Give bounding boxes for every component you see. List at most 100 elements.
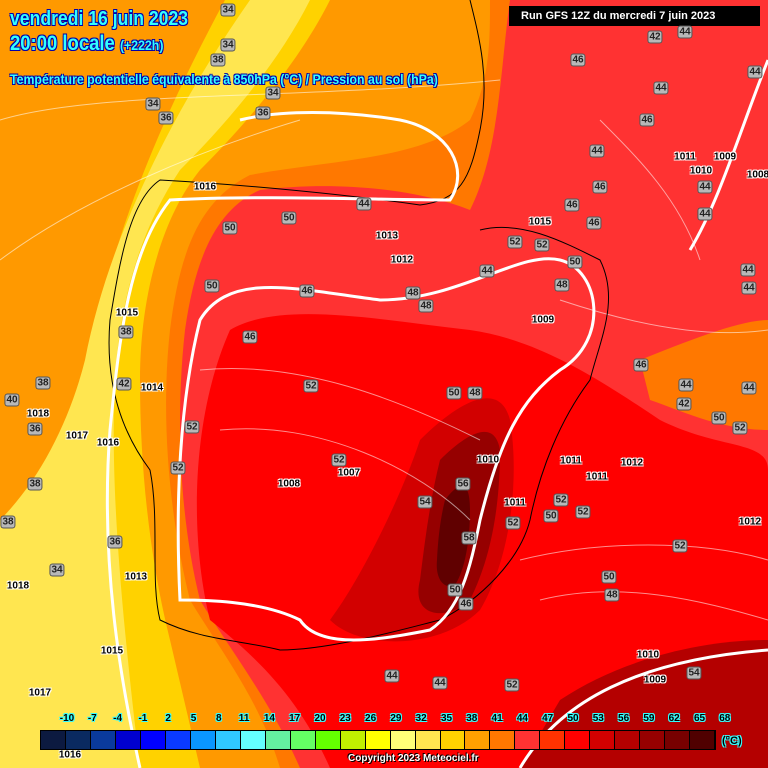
colorbar-swatch	[115, 731, 141, 749]
theta-e-label: 34	[266, 87, 280, 99]
colorbar-tick-label: 32	[415, 713, 427, 724]
theta-e-label: 46	[571, 54, 585, 66]
theta-e-label: 48	[468, 387, 482, 399]
pressure-label: 1012	[620, 457, 644, 469]
pressure-label: 1017	[65, 430, 89, 442]
theta-e-label: 44	[678, 26, 692, 38]
colorbar-swatch	[265, 731, 291, 749]
theta-e-label: 50	[447, 387, 461, 399]
colorbar-tick-label: 20	[314, 713, 326, 724]
colorbar-swatch	[490, 731, 516, 749]
pressure-label: 1018	[26, 408, 50, 420]
theta-e-label: 44	[654, 82, 668, 94]
theta-e-label: 46	[634, 359, 648, 371]
theta-e-label: 44	[742, 382, 756, 394]
theta-e-label: 48	[419, 300, 433, 312]
colorbar-swatch	[615, 731, 641, 749]
theta-e-label: 44	[357, 198, 371, 210]
parameter-title: Température potentielle équivalente à 85…	[10, 71, 438, 87]
colorbar-swatch	[390, 731, 416, 749]
colorbar-swatch	[365, 731, 391, 749]
colorbar-tick-label: 2	[165, 713, 171, 724]
theta-e-label: 34	[50, 564, 64, 576]
theta-e-label: 42	[648, 31, 662, 43]
theta-e-label: 50	[544, 510, 558, 522]
theta-e-label: 46	[459, 598, 473, 610]
colorbar-tick-label: 5	[190, 713, 197, 724]
colorbar-tick-label: 29	[390, 713, 402, 724]
pressure-label: 1016	[96, 437, 120, 449]
theta-e-label: 50	[602, 571, 616, 583]
pressure-label: 1008	[277, 478, 301, 490]
theta-e-label: 34	[146, 98, 160, 110]
colorbar-tick-label: 47	[542, 713, 554, 724]
run-info: Run GFS 12Z du mercredi 7 juin 2023	[509, 6, 760, 26]
theta-e-label: 36	[108, 536, 122, 548]
pressure-label: 1012	[738, 516, 762, 528]
colorbar-swatch	[665, 731, 691, 749]
colorbar-tick-label: 65	[693, 713, 706, 724]
theta-e-label: 38	[1, 516, 15, 528]
colorbar-tick-label: 35	[440, 713, 453, 724]
local-time: 20:00 locale	[10, 32, 115, 55]
copyright: Copyright 2023 Meteociel.fr	[348, 753, 479, 764]
theta-e-label: 50	[448, 584, 462, 596]
theta-e-label: 38	[36, 377, 50, 389]
colorbar-swatch	[240, 731, 266, 749]
theta-e-label: 36	[159, 112, 173, 124]
theta-e-label: 54	[687, 667, 701, 679]
colorbar-swatch	[41, 731, 66, 749]
colorbar-swatch	[640, 731, 666, 749]
theta-e-label: 34	[221, 4, 235, 16]
theta-e-label: 44	[698, 208, 712, 220]
pressure-label: 1010	[689, 165, 713, 177]
colorbar-tick-label: -1	[138, 713, 148, 724]
colorbar-swatch	[90, 731, 116, 749]
theta-e-label: 52	[554, 494, 568, 506]
theta-e-label: 44	[433, 677, 447, 689]
orange-right	[640, 320, 768, 430]
theta-e-label: 44	[385, 670, 399, 682]
colorbar-swatch	[540, 731, 566, 749]
pressure-label: 1012	[390, 254, 414, 266]
pressure-label: 1011	[674, 151, 696, 163]
colorbar-swatch	[340, 731, 366, 749]
theta-e-label: 40	[5, 394, 19, 406]
pressure-label: 1009	[643, 674, 667, 686]
theta-e-label: 44	[741, 264, 755, 276]
colorbar-tick-label: -10	[59, 713, 75, 724]
pressure-label: 1016	[58, 749, 82, 761]
theta-e-label: 52	[505, 679, 519, 691]
theta-e-label: 44	[698, 181, 712, 193]
theta-e-label: 52	[332, 454, 346, 466]
colorbar-tick-label: 14	[263, 713, 275, 724]
theta-e-label: 46	[587, 217, 601, 229]
pressure-label: 1015	[528, 216, 552, 228]
pressure-label: 1018	[6, 580, 30, 592]
colorbar-tick-label: 68	[719, 713, 731, 724]
colorbar-swatch	[465, 731, 491, 749]
pressure-label: 1015	[115, 307, 139, 319]
colorbar-unit: (°C)	[722, 735, 742, 747]
theta-e-label: 46	[243, 331, 257, 343]
pressure-label: 1010	[476, 454, 500, 466]
theta-e-label: 46	[300, 285, 314, 297]
theta-e-label: 42	[117, 378, 131, 390]
colorbar-swatch	[565, 731, 591, 749]
pressure-label: 1013	[124, 571, 148, 583]
theta-e-label: 44	[590, 145, 604, 157]
pressure-label: 1014	[140, 382, 164, 394]
colorbar-tick-label: 17	[289, 713, 301, 724]
theta-e-label: 44	[480, 265, 494, 277]
theta-e-label: 50	[205, 280, 219, 292]
colorbar-tick-label: 62	[668, 713, 680, 724]
theta-e-label: 50	[568, 256, 582, 268]
forecast-date: vendredi 16 juin 2023	[10, 8, 189, 30]
colorbar-tick-label: 56	[618, 713, 630, 724]
colorbar-tick-label: -7	[87, 713, 97, 724]
theta-e-label: 52	[576, 506, 590, 518]
theta-e-label: 52	[673, 540, 687, 552]
colorbar-swatch	[315, 731, 341, 749]
theta-e-label: 52	[304, 380, 318, 392]
